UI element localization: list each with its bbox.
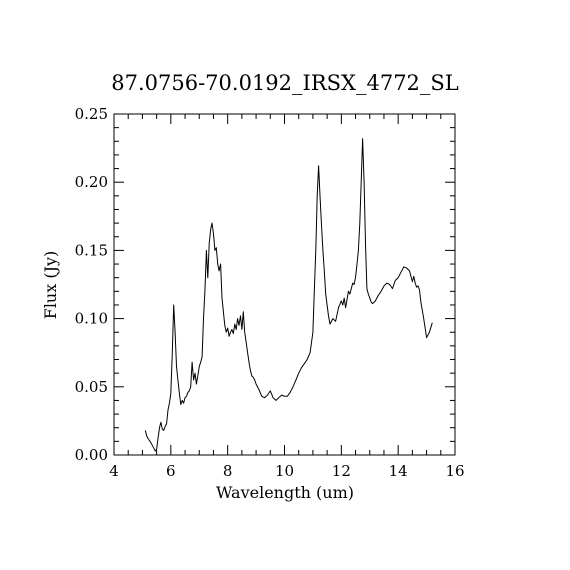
x-tick-label: 12: [332, 462, 351, 480]
tick-labels: 4 6 8 10 12 14 16 0.00 0.05 0.10 0.15 0.20 0.25: [75, 105, 465, 480]
flux-series-line: [144, 138, 433, 452]
x-tick-label: 6: [166, 462, 176, 480]
y-tick-label: 0.05: [75, 378, 108, 396]
x-tick-label: 14: [389, 462, 408, 480]
y-tick-label: 0.20: [75, 173, 108, 191]
x-axis-label: Wavelength (um): [216, 483, 354, 502]
x-tick-label: 8: [223, 462, 233, 480]
y-tick-label: 0.10: [75, 310, 108, 328]
x-tick-label: 10: [275, 462, 294, 480]
x-tick-label: 16: [445, 462, 464, 480]
chart-title: 87.0756-70.0192_IRSX_4772_SL: [111, 71, 459, 95]
x-tick-label: 4: [109, 462, 119, 480]
y-tick-label: 0.00: [75, 446, 108, 464]
axis-ticks: [113, 113, 456, 456]
y-tick-label: 0.15: [75, 241, 108, 259]
y-axis-label: Flux (Jy): [41, 251, 60, 320]
plot-frame: [113, 113, 456, 456]
y-tick-label: 0.25: [75, 105, 108, 123]
